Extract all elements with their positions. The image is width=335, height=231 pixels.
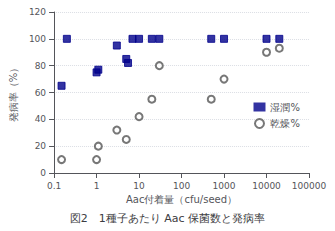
svg-text:80: 80 [35, 61, 47, 71]
svg-text:10000: 10000 [252, 181, 281, 191]
svg-text:100000: 100000 [292, 181, 327, 191]
svg-text:乾燥%: 乾燥% [270, 118, 300, 129]
svg-text:0: 0 [40, 168, 46, 178]
svg-text:1: 1 [94, 181, 100, 191]
svg-text:図2 1種子あたり Aac 保菌数と発病率: 図2 1種子あたり Aac 保菌数と発病率 [70, 212, 265, 225]
svg-text:20: 20 [35, 141, 47, 151]
svg-text:湿潤%: 湿潤% [270, 102, 300, 113]
svg-text:発病率（%）: 発病率（%） [8, 63, 19, 123]
svg-text:10: 10 [133, 181, 145, 191]
svg-text:60: 60 [35, 88, 47, 98]
svg-text:Aac付着量（cfu/seed）: Aac付着量（cfu/seed） [126, 194, 237, 205]
svg-text:1000: 1000 [213, 181, 236, 191]
svg-text:120: 120 [29, 7, 46, 17]
svg-text:40: 40 [35, 114, 47, 124]
svg-text:0.1: 0.1 [47, 181, 61, 191]
svg-text:100: 100 [29, 34, 46, 44]
svg-text:100: 100 [173, 181, 190, 191]
